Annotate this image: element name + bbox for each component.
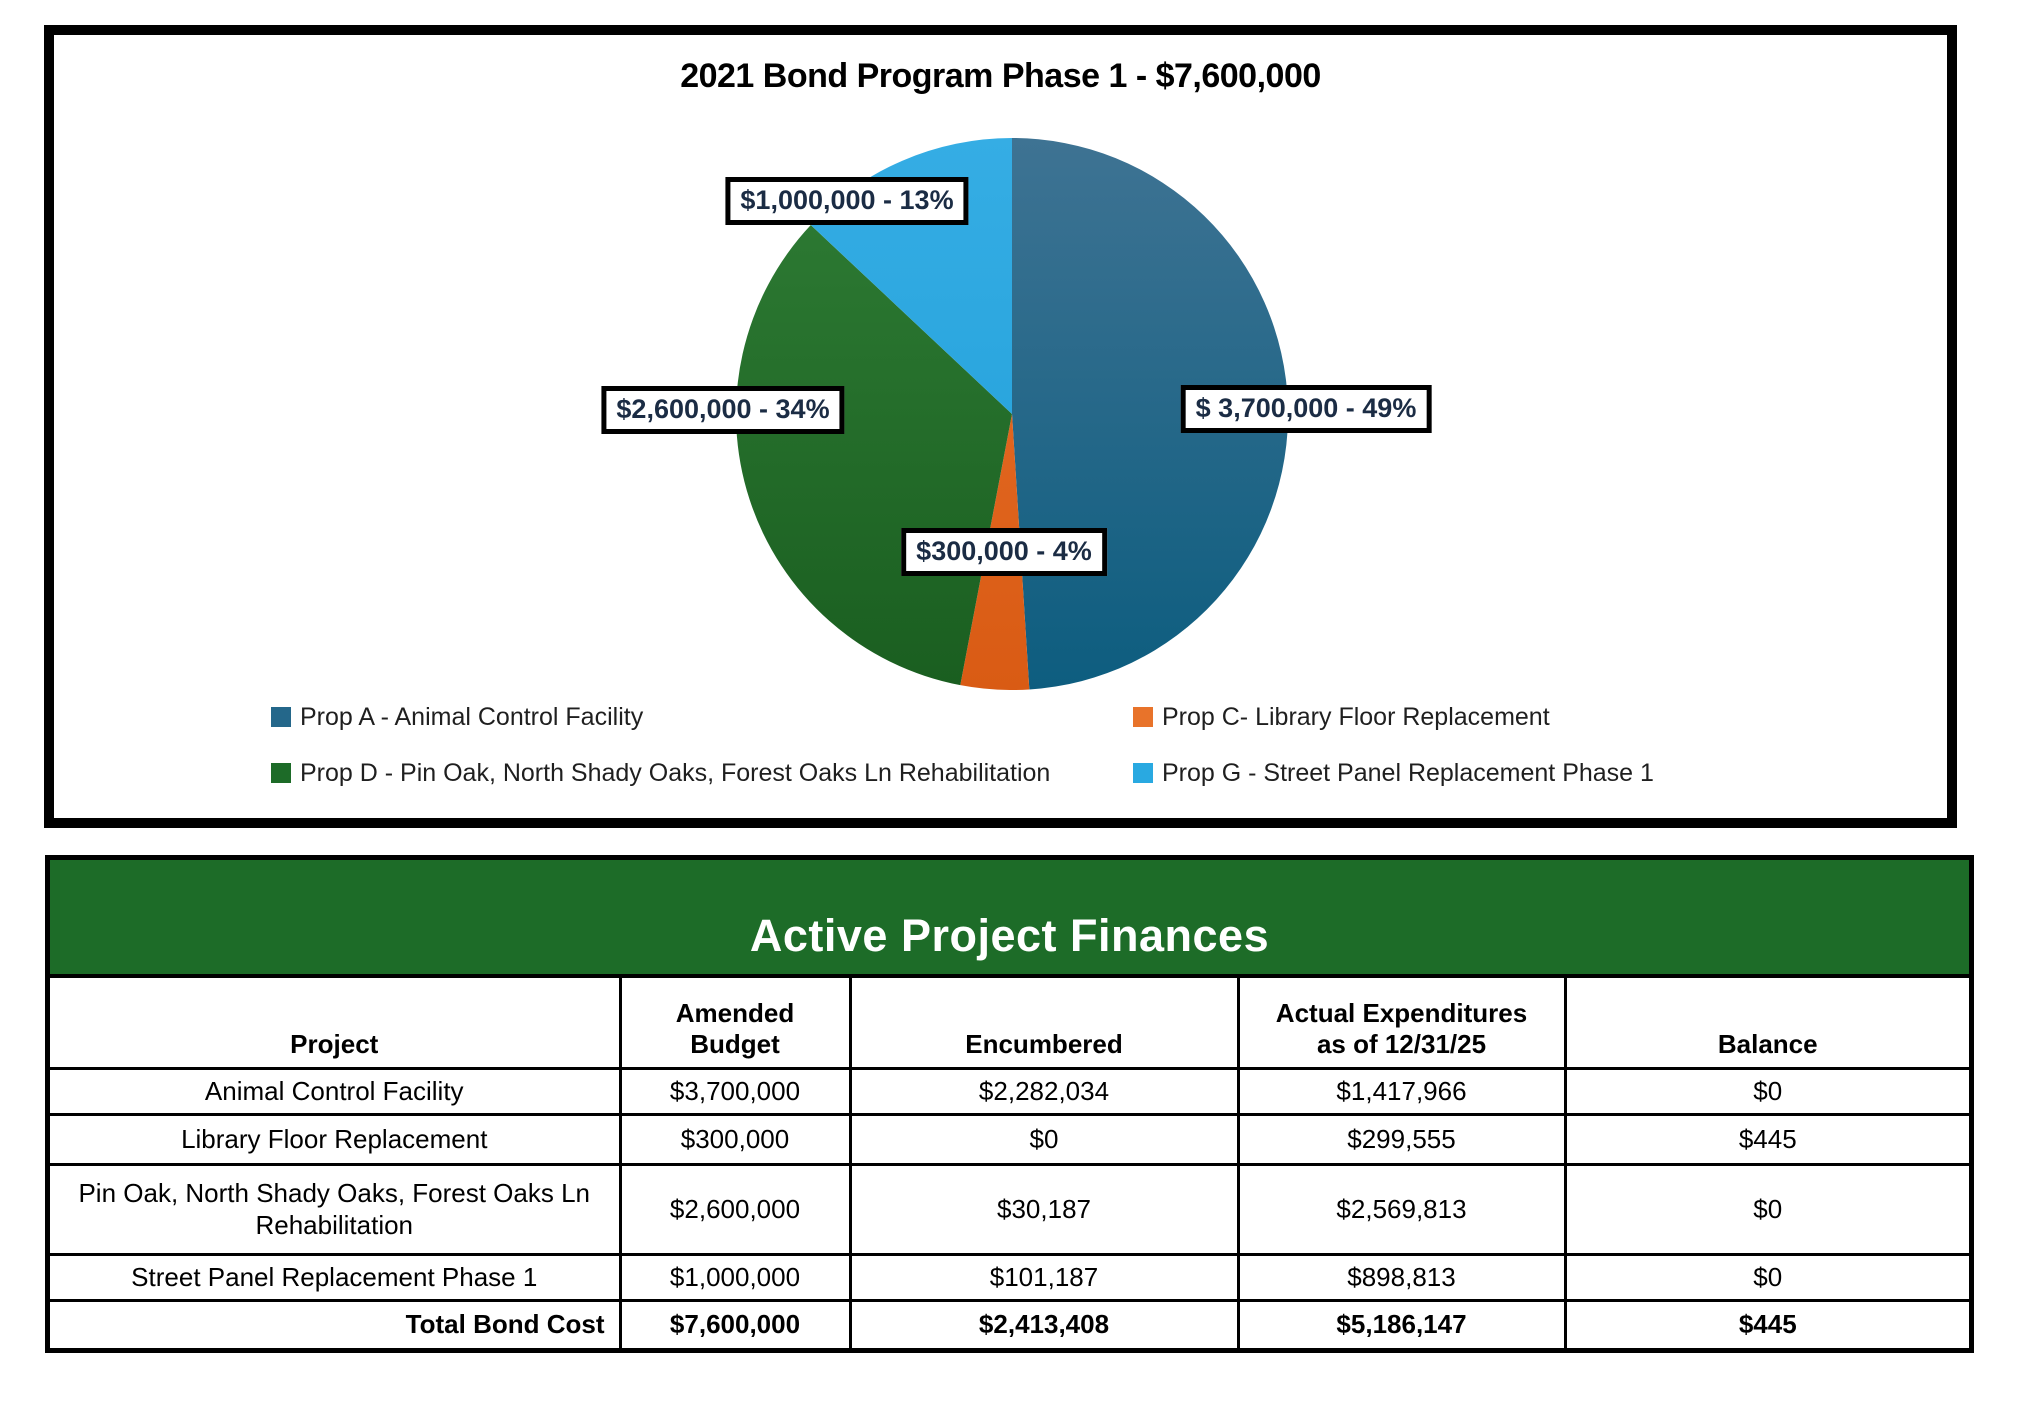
legend-swatch-prop-a-icon (271, 707, 291, 727)
pie-label-prop-g: $1,000,000 - 13% (725, 177, 969, 225)
legend-item-prop-g: Prop G - Street Panel Replacement Phase … (1133, 759, 1654, 788)
cell-project: Street Panel Replacement Phase 1 (50, 1252, 622, 1302)
cell-project: Animal Control Facility (50, 1066, 622, 1116)
cell-total-encumbered: $2,413,408 (848, 1298, 1240, 1348)
legend-item-prop-d: Prop D - Pin Oak, North Shady Oaks, Fore… (271, 759, 1050, 788)
cell-actual: $2,569,813 (1236, 1162, 1567, 1256)
cell-project: Library Floor Replacement (50, 1112, 622, 1166)
legend-swatch-prop-d-icon (271, 763, 291, 783)
header-encumbered: Encumbered (848, 978, 1240, 1070)
cell-actual: $299,555 (1236, 1112, 1567, 1166)
table-total-row: Total Bond Cost $7,600,000 $2,413,408 $5… (50, 1298, 1969, 1348)
header-actual-expenditures: Actual Expenditures as of 12/31/25 (1236, 978, 1567, 1070)
cell-actual: $1,417,966 (1236, 1066, 1567, 1116)
legend-label-prop-g: Prop G - Street Panel Replacement Phase … (1162, 759, 1654, 787)
legend-label-prop-a: Prop A - Animal Control Facility (300, 703, 644, 731)
cell-actual: $898,813 (1236, 1252, 1567, 1302)
pie-label-prop-d: $2,600,000 - 34% (601, 386, 845, 434)
cell-total-balance: $445 (1563, 1298, 1969, 1348)
cell-balance: $445 (1563, 1112, 1969, 1166)
table-row: Library Floor Replacement $300,000 $0 $2… (50, 1112, 1969, 1166)
table-header-row: Project Amended Budget Encumbered Actual… (50, 978, 1969, 1070)
cell-total-amended-budget: $7,600,000 (618, 1298, 852, 1348)
cell-total-label: Total Bond Cost (50, 1298, 622, 1348)
legend-item-prop-c: Prop C- Library Floor Replacement (1133, 703, 1550, 732)
header-amended-budget: Amended Budget (618, 978, 852, 1070)
cell-balance: $0 (1563, 1066, 1969, 1116)
cell-amended-budget: $2,600,000 (618, 1162, 852, 1256)
legend-label-prop-d: Prop D - Pin Oak, North Shady Oaks, Fore… (300, 759, 1051, 787)
cell-project: Pin Oak, North Shady Oaks, Forest Oaks L… (50, 1162, 622, 1256)
pie-label-prop-a: $ 3,700,000 - 49% (1180, 385, 1432, 433)
cell-amended-budget: $3,700,000 (618, 1066, 852, 1116)
active-project-finances-table: Active Project Finances Project Amended … (45, 855, 1974, 1353)
cell-balance: $0 (1563, 1162, 1969, 1256)
legend-swatch-prop-g-icon (1133, 763, 1153, 783)
header-balance: Balance (1563, 978, 1969, 1070)
table-row: Pin Oak, North Shady Oaks, Forest Oaks L… (50, 1162, 1969, 1256)
cell-encumbered: $2,282,034 (848, 1066, 1240, 1116)
table-row: Street Panel Replacement Phase 1 $1,000,… (50, 1252, 1969, 1302)
chart-title: 2021 Bond Program Phase 1 - $7,600,000 (680, 57, 1321, 95)
table-row: Animal Control Facility $3,700,000 $2,28… (50, 1066, 1969, 1116)
cell-amended-budget: $300,000 (618, 1112, 852, 1166)
header-project: Project (50, 978, 622, 1070)
pie-label-prop-c: $300,000 - 4% (901, 528, 1107, 576)
cell-encumbered: $101,187 (848, 1252, 1240, 1302)
legend-swatch-prop-c-icon (1133, 707, 1153, 727)
bond-program-chart-panel: 2021 Bond Program Phase 1 - $7,600,000 $… (44, 25, 1957, 828)
cell-total-actual: $5,186,147 (1236, 1298, 1567, 1348)
cell-encumbered: $0 (848, 1112, 1240, 1166)
legend-item-prop-a: Prop A - Animal Control Facility (271, 703, 643, 732)
table-banner-title: Active Project Finances (50, 860, 1969, 978)
cell-encumbered: $30,187 (848, 1162, 1240, 1256)
cell-amended-budget: $1,000,000 (618, 1252, 852, 1302)
cell-balance: $0 (1563, 1252, 1969, 1302)
legend-label-prop-c: Prop C- Library Floor Replacement (1162, 703, 1550, 731)
